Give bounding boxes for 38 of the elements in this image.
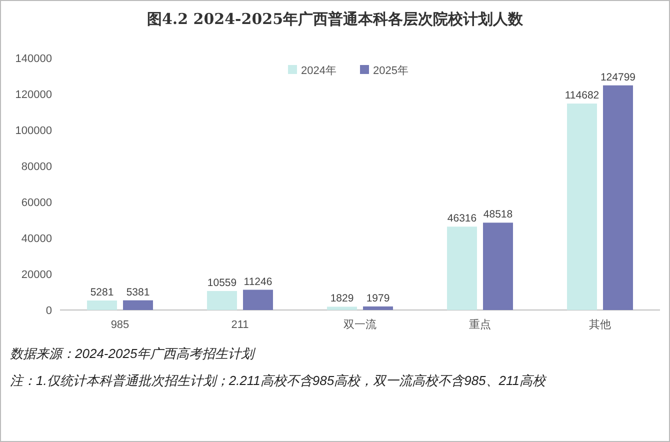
- source-note: 数据来源：2024-2025年广西高考招生计划: [10, 346, 256, 361]
- data-label: 1979: [366, 292, 390, 304]
- data-label: 1829: [330, 292, 354, 305]
- data-label: 5381: [126, 286, 150, 298]
- x-tick-label: 985: [110, 319, 130, 331]
- data-label: 48518: [483, 208, 513, 221]
- data-label: 124799: [600, 71, 636, 84]
- x-tick-label: 双一流: [344, 318, 376, 331]
- y-tick-label: 80000: [21, 161, 52, 173]
- bar: [363, 306, 393, 310]
- y-tick-label: 0: [46, 305, 52, 317]
- chart-title: 图4.2 2024-2025年广西普通本科各层次院校计划人数: [146, 10, 524, 28]
- data-label: 114682: [564, 90, 600, 102]
- text: 注：1.仅统计本科普通批次招生计划；2.211高校不含985高校，双一流高校不含985、211高校: [10, 373, 548, 388]
- bar: [447, 226, 477, 310]
- data-label: 10559: [207, 276, 237, 289]
- x-tick-label: 211: [231, 319, 249, 331]
- bar: [483, 222, 513, 310]
- legend-label: 2024年: [301, 65, 336, 77]
- bar: [327, 306, 357, 310]
- bar: [603, 85, 633, 310]
- y-tick-label: 140000: [15, 53, 52, 65]
- y-tick-label: 120000: [15, 89, 52, 101]
- data-label: 5281: [90, 286, 114, 298]
- bar: [123, 300, 153, 310]
- bar: [207, 290, 237, 310]
- y-tick-label: 40000: [21, 233, 52, 245]
- data-label: 46316: [447, 212, 477, 225]
- x-tick-label: 重点: [469, 318, 491, 331]
- data-label: 11246: [244, 276, 272, 288]
- bar: [87, 300, 117, 310]
- y-tick-label: 60000: [21, 197, 52, 209]
- legend-label: 2025年: [373, 65, 408, 77]
- y-tick-label: 100000: [15, 125, 52, 137]
- x-tick-label: 其他: [589, 318, 611, 331]
- bar: [243, 290, 273, 310]
- bar: [567, 104, 597, 310]
- y-tick-label: 20000: [21, 269, 52, 281]
